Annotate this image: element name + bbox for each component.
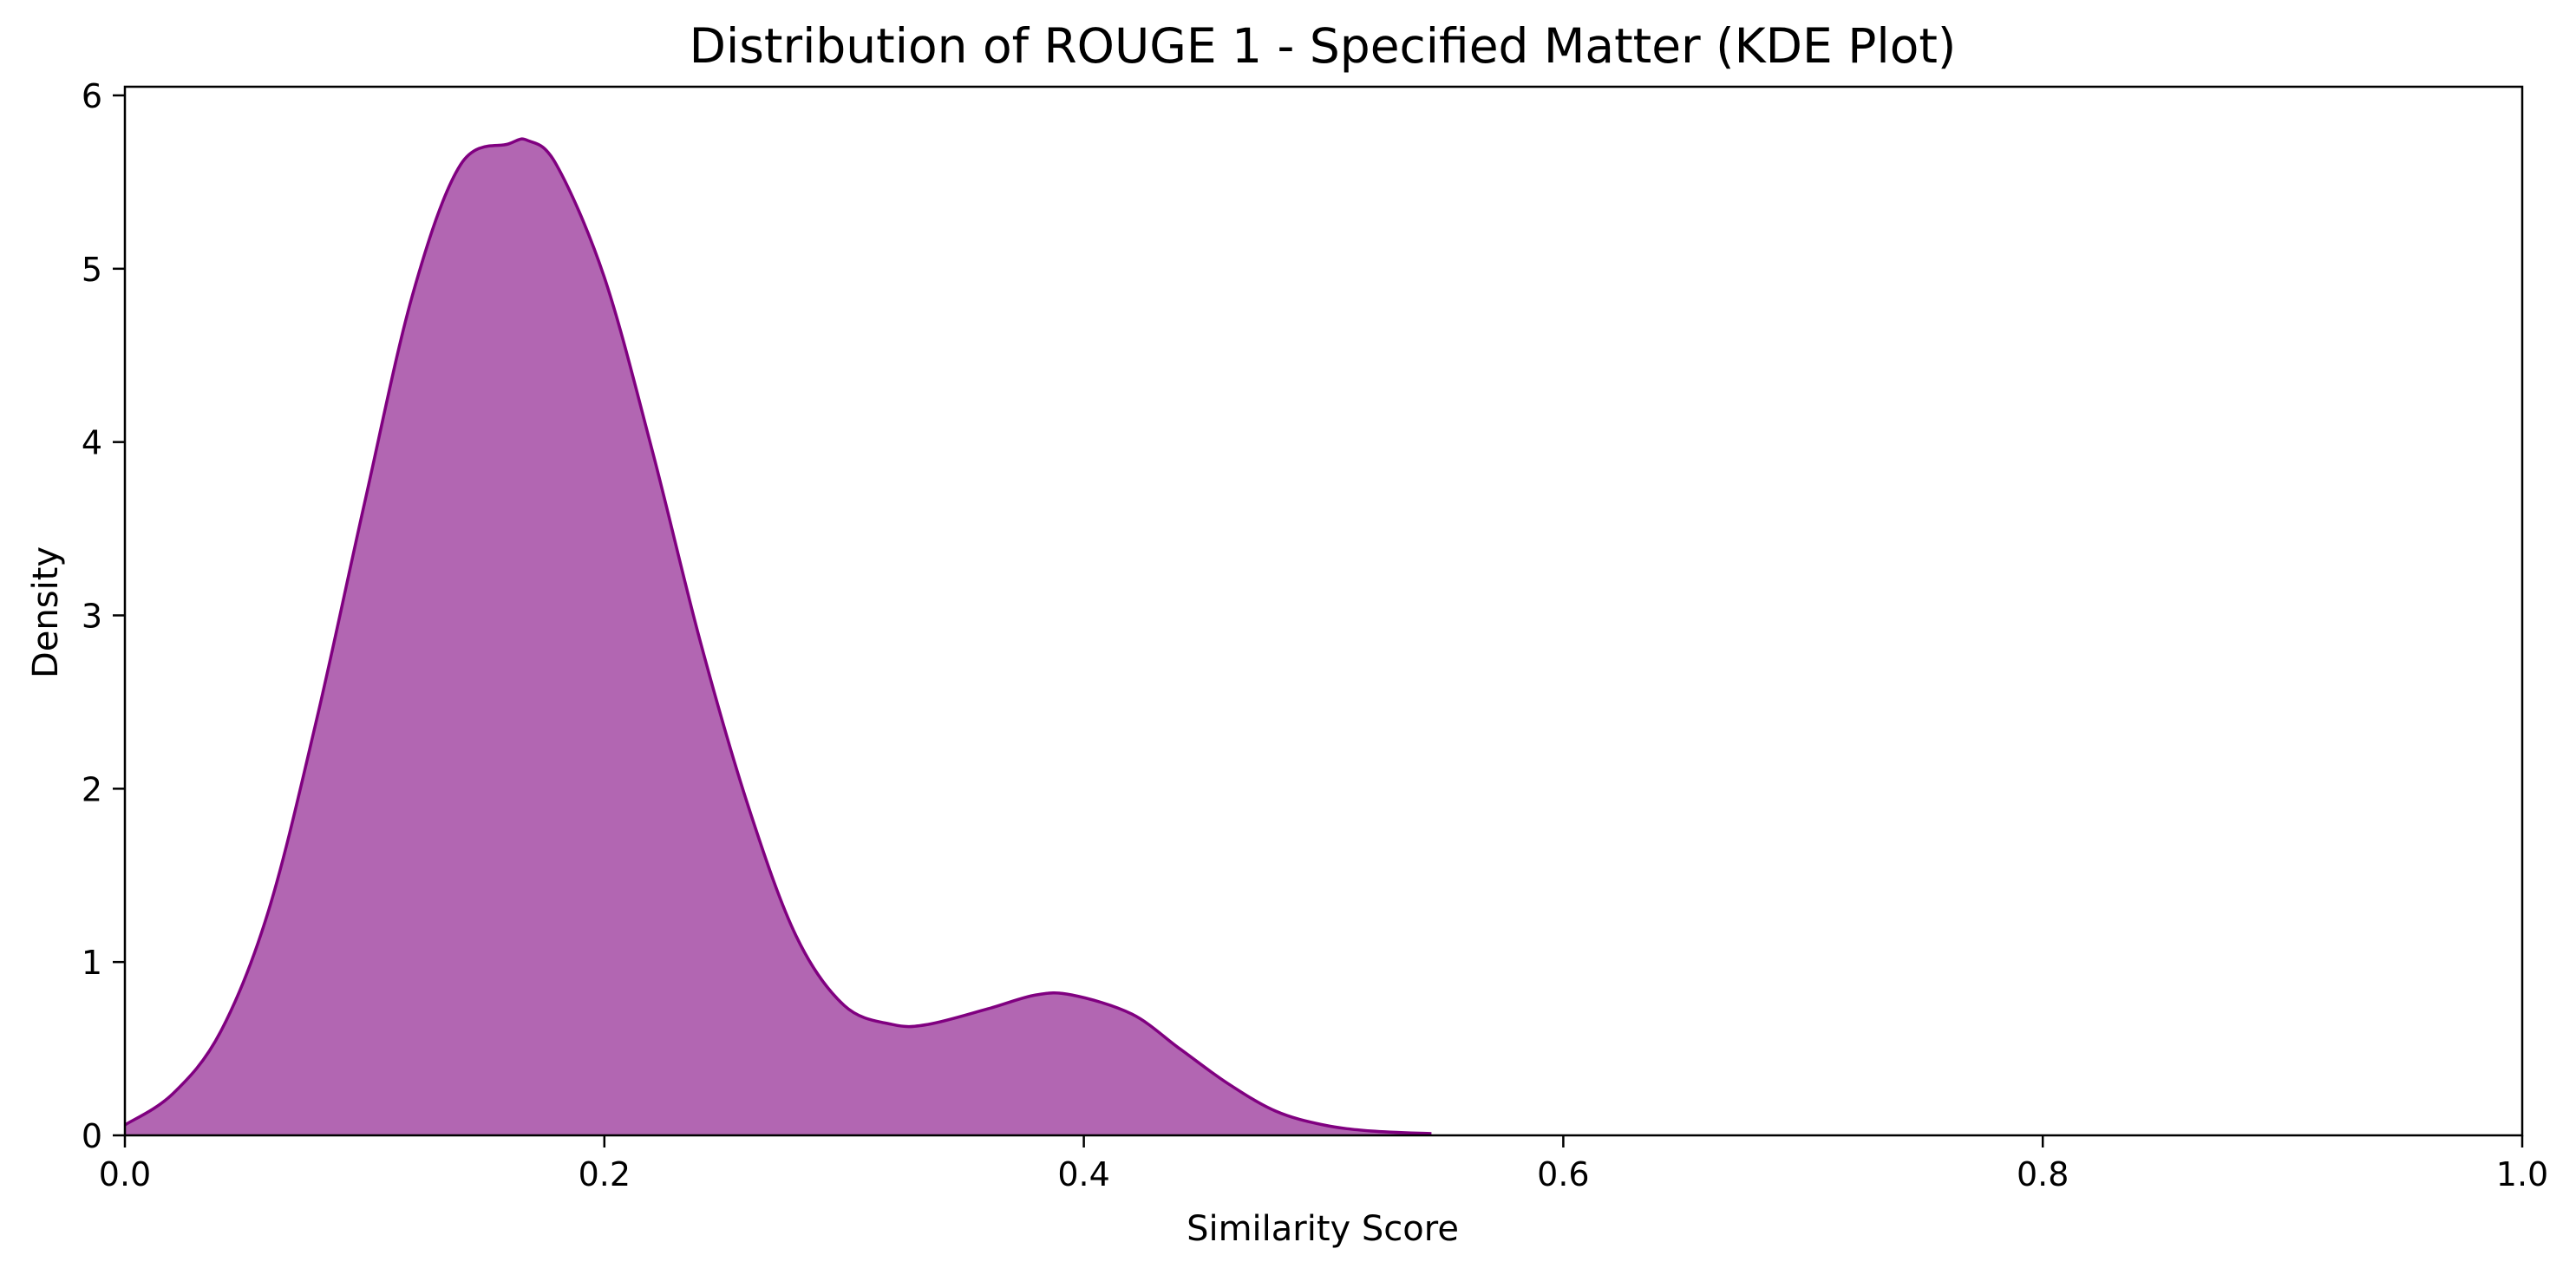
plot-area [124,137,1432,1136]
kde-area [125,139,1432,1136]
y-tick-label: 6 [82,77,102,115]
y-tick-label: 0 [82,1117,102,1155]
y-tick-label: 4 [82,424,102,462]
plot-frame [123,85,2524,1137]
x-tick-label: 0.4 [1057,1155,1109,1193]
x-tick-label: 0.2 [579,1155,631,1193]
x-tick-label: 1.0 [2496,1155,2548,1193]
y-tick-label: 1 [82,944,102,982]
y-axis-label: Density [26,546,66,678]
y-tick-label: 3 [82,597,102,635]
x-axis: 0.0 0.2 0.4 0.6 0.8 1.0 [99,1135,2548,1193]
kde-line [124,137,1432,1135]
x-tick-label: 0.6 [1537,1155,1589,1193]
x-axis-label: Similarity Score [1187,1209,1459,1249]
chart-title: Distribution of ROUGE 1 - Specified Matt… [690,18,1957,74]
y-tick-label: 5 [82,251,102,289]
y-tick-label: 2 [82,770,102,808]
x-tick-label: 0.0 [99,1155,151,1193]
x-tick-label: 0.8 [2017,1155,2069,1193]
y-axis: 0 1 2 3 4 5 6 [82,77,125,1155]
